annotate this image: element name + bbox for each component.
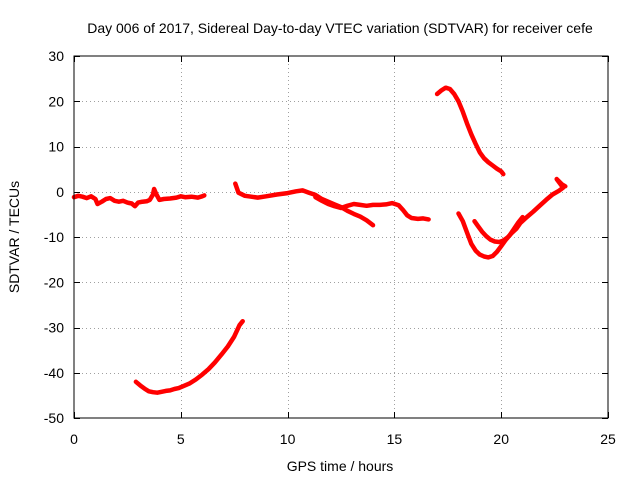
y-tick-label: 20	[48, 93, 64, 109]
tick-label-layer: 0 5 10 15 20 25 -50 -40 -30 -20 -10 0 10 20 30	[44, 48, 616, 447]
y-axis-label: SDTVAR / TECUs	[6, 181, 22, 293]
y-tick-label: 10	[48, 139, 64, 155]
y-tick-label: 0	[56, 184, 64, 200]
y-tick-label: -10	[44, 229, 64, 245]
x-tick-label: 25	[600, 431, 616, 447]
x-tick-label: 15	[387, 431, 403, 447]
y-tick-label: 30	[48, 48, 64, 64]
x-tick-label: 5	[177, 431, 185, 447]
series-layer	[71, 85, 568, 395]
grid-layer	[74, 56, 608, 418]
series-line-segment-7	[133, 318, 245, 395]
chart-title: Day 006 of 2017, Sidereal Day-to-day VTE…	[87, 20, 593, 36]
series-line-segment-5	[456, 211, 525, 260]
x-tick-label: 0	[70, 431, 78, 447]
y-tick-label: -20	[44, 274, 64, 290]
tick-layer	[74, 56, 609, 419]
y-tick-label: -40	[44, 365, 64, 381]
series-line-segment-6	[472, 176, 568, 245]
y-tick-label: -50	[44, 410, 64, 426]
series-line-segment-4	[434, 85, 506, 177]
series-line-segment-1	[71, 186, 207, 209]
y-tick-label: -30	[44, 320, 64, 336]
x-tick-label: 20	[493, 431, 509, 447]
series-line-segment-2	[233, 181, 376, 228]
x-tick-label: 10	[280, 431, 296, 447]
series-line-segment-3	[313, 194, 431, 222]
x-axis-label: GPS time / hours	[287, 458, 394, 474]
